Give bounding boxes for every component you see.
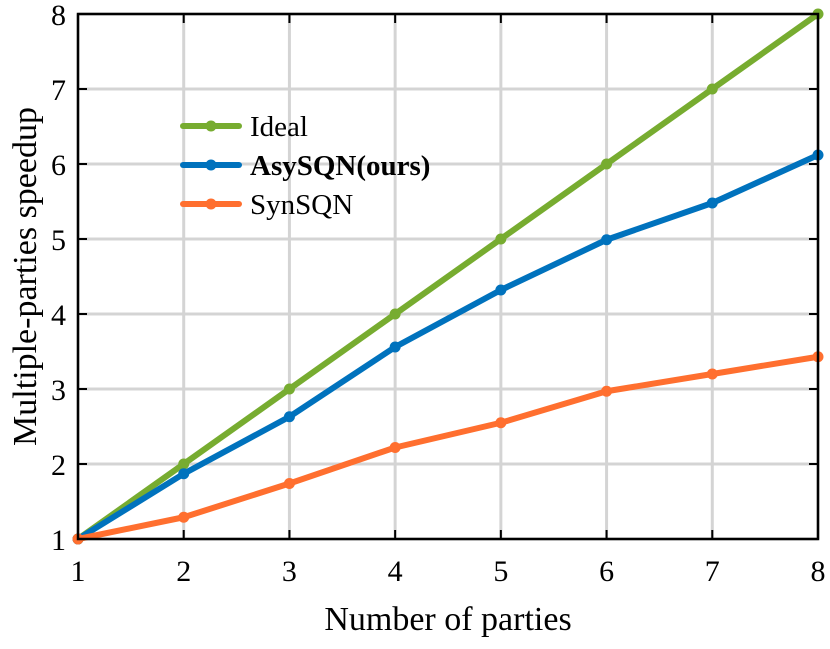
series-line bbox=[75, 353, 821, 542]
legend-entry: AsySQN(ours) bbox=[180, 150, 430, 182]
grid bbox=[76, 12, 820, 541]
x-tick-label: 2 bbox=[176, 555, 191, 588]
data-point bbox=[495, 417, 507, 429]
data-point bbox=[178, 511, 190, 523]
y-tick-label: 6 bbox=[51, 149, 66, 182]
series-asysqn-ours- bbox=[72, 149, 824, 545]
legend-label: AsySQN(ours) bbox=[250, 150, 430, 182]
y-tick-label: 5 bbox=[51, 224, 66, 257]
data-point bbox=[389, 341, 401, 353]
data-point bbox=[283, 478, 295, 489]
ticks: 1 2 3 4 5 6 7 8 1 2 3 4 5 6 7 8 bbox=[51, 0, 826, 588]
legend-marker bbox=[205, 159, 217, 171]
data-point bbox=[601, 234, 613, 246]
x-tick-label: 1 bbox=[71, 555, 86, 588]
data-point bbox=[283, 411, 295, 423]
data-point bbox=[389, 442, 401, 453]
x-tick-label: 8 bbox=[811, 555, 826, 588]
y-tick-label: 8 bbox=[51, 0, 66, 32]
data-point bbox=[601, 158, 613, 170]
legend: Ideal AsySQN(ours) SynSQN bbox=[180, 111, 430, 221]
series-layer bbox=[72, 8, 824, 545]
x-tick-label: 3 bbox=[282, 555, 297, 588]
data-point bbox=[178, 458, 190, 470]
y-tick-label: 1 bbox=[51, 524, 66, 557]
data-point bbox=[601, 385, 613, 397]
legend-entry: Ideal bbox=[180, 111, 308, 143]
legend-label: Ideal bbox=[250, 111, 308, 143]
x-tick-label: 4 bbox=[388, 555, 403, 588]
data-point bbox=[495, 233, 507, 245]
legend-label: SynSQN bbox=[250, 189, 353, 221]
legend-entry: SynSQN bbox=[180, 189, 353, 221]
x-axis-title: Number of parties bbox=[324, 601, 571, 638]
data-point bbox=[389, 308, 401, 320]
series-line bbox=[75, 152, 821, 542]
x-tick-label: 6 bbox=[599, 555, 614, 588]
plot-frame bbox=[76, 12, 820, 541]
data-point bbox=[495, 284, 507, 296]
data-point bbox=[706, 83, 718, 95]
x-tick-label: 5 bbox=[493, 555, 508, 588]
series-line bbox=[75, 11, 821, 542]
data-point bbox=[706, 197, 718, 209]
data-point bbox=[178, 468, 190, 480]
y-tick-label: 2 bbox=[51, 449, 66, 482]
data-point bbox=[706, 368, 718, 380]
y-tick-label: 3 bbox=[51, 374, 66, 407]
y-tick-label: 4 bbox=[51, 299, 66, 332]
y-tick-label: 7 bbox=[51, 74, 66, 107]
x-tick-label: 7 bbox=[705, 555, 720, 588]
data-point bbox=[283, 383, 295, 395]
legend-marker bbox=[205, 198, 217, 210]
legend-marker bbox=[205, 120, 217, 132]
y-axis-title: Multiple-parties speedup bbox=[7, 107, 44, 446]
